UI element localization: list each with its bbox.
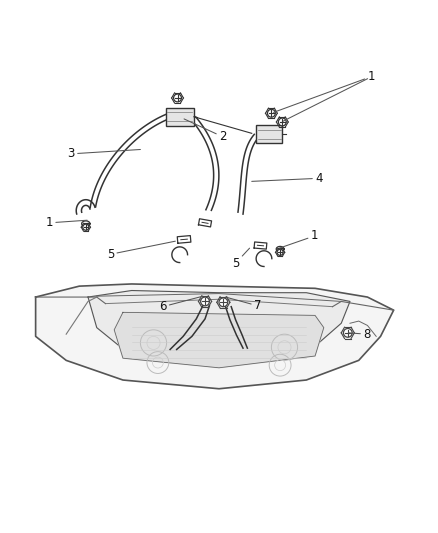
Text: 8: 8 bbox=[349, 328, 371, 341]
Text: 1: 1 bbox=[279, 229, 318, 248]
Text: 6: 6 bbox=[159, 296, 203, 313]
Circle shape bbox=[219, 298, 228, 306]
Circle shape bbox=[279, 118, 286, 126]
Circle shape bbox=[277, 249, 283, 255]
Polygon shape bbox=[114, 312, 324, 368]
Polygon shape bbox=[35, 284, 394, 389]
Bar bbox=[256, 125, 283, 143]
Circle shape bbox=[268, 109, 276, 117]
Text: 2: 2 bbox=[184, 119, 226, 143]
Text: 5: 5 bbox=[232, 248, 250, 270]
Bar bbox=[166, 108, 194, 126]
Circle shape bbox=[201, 297, 209, 306]
Text: 3: 3 bbox=[67, 147, 141, 160]
Text: 7: 7 bbox=[226, 297, 261, 312]
Circle shape bbox=[343, 328, 352, 337]
Circle shape bbox=[83, 224, 89, 230]
Text: 1: 1 bbox=[274, 70, 375, 112]
Text: 1: 1 bbox=[46, 216, 87, 229]
Text: 5: 5 bbox=[107, 241, 175, 261]
Text: 4: 4 bbox=[252, 172, 322, 185]
Polygon shape bbox=[88, 290, 350, 367]
Circle shape bbox=[173, 94, 181, 102]
